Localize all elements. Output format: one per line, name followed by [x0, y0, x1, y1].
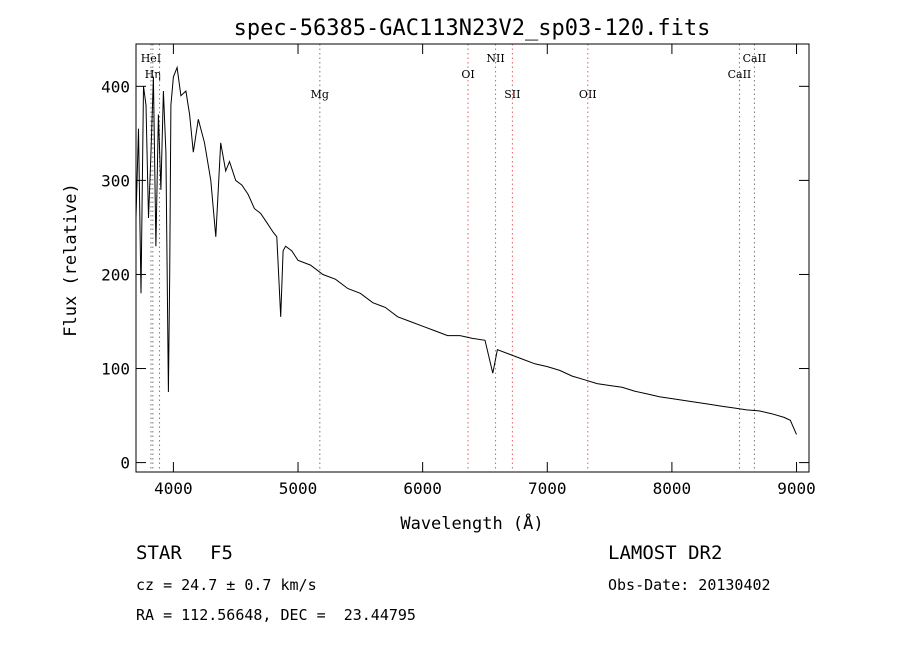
y-tick-label: 300	[101, 171, 130, 190]
plot-frame	[135, 43, 810, 473]
x-tick-label: 5000	[279, 479, 318, 498]
line-label: CaII	[743, 52, 767, 65]
y-tick-label: 0	[120, 454, 130, 473]
line-label: HeI	[141, 52, 161, 65]
y-tick-label: 100	[101, 360, 130, 379]
x-tick-label: 9000	[777, 479, 816, 498]
observation-date: Obs-Date: 20130402	[608, 576, 771, 594]
coordinates-readout: RA = 112.56648, DEC = 23.44795	[136, 606, 416, 624]
survey-name: LAMOST DR2	[608, 542, 723, 564]
axis-ticks: 4000 5000 6000 7000 8000 9000 0 100 200 300 400	[101, 44, 816, 498]
x-tick-label: 4000	[154, 479, 193, 498]
line-label: NII	[486, 52, 504, 65]
chart-title: spec-56385-GAC113N23V2_sp03-120.fits	[234, 16, 711, 41]
spectral-subclass: F5	[210, 542, 233, 564]
y-tick-label: 200	[101, 265, 130, 284]
line-label: Mg	[311, 88, 329, 101]
line-label: OII	[579, 88, 597, 101]
emission-line-markers: HeI Hη Mg OI NII SII OII CaII CaII	[141, 44, 767, 472]
y-tick-label: 400	[101, 77, 130, 96]
object-type: STAR	[136, 542, 182, 564]
spectrum-trace	[135, 65, 797, 435]
spectrum-line	[135, 65, 797, 435]
redshift-readout: cz = 24.7 ± 0.7 km/s	[136, 576, 317, 594]
line-label: SII	[504, 88, 520, 101]
line-label: OI	[461, 68, 474, 81]
x-tick-label: 6000	[403, 479, 442, 498]
x-tick-label: 7000	[528, 479, 567, 498]
line-label: Hη	[145, 68, 161, 81]
line-label: CaII	[728, 68, 752, 81]
x-axis-label: Wavelength (Å)	[400, 512, 543, 534]
y-axis-label: Flux (relative)	[61, 183, 81, 337]
x-tick-label: 8000	[653, 479, 692, 498]
